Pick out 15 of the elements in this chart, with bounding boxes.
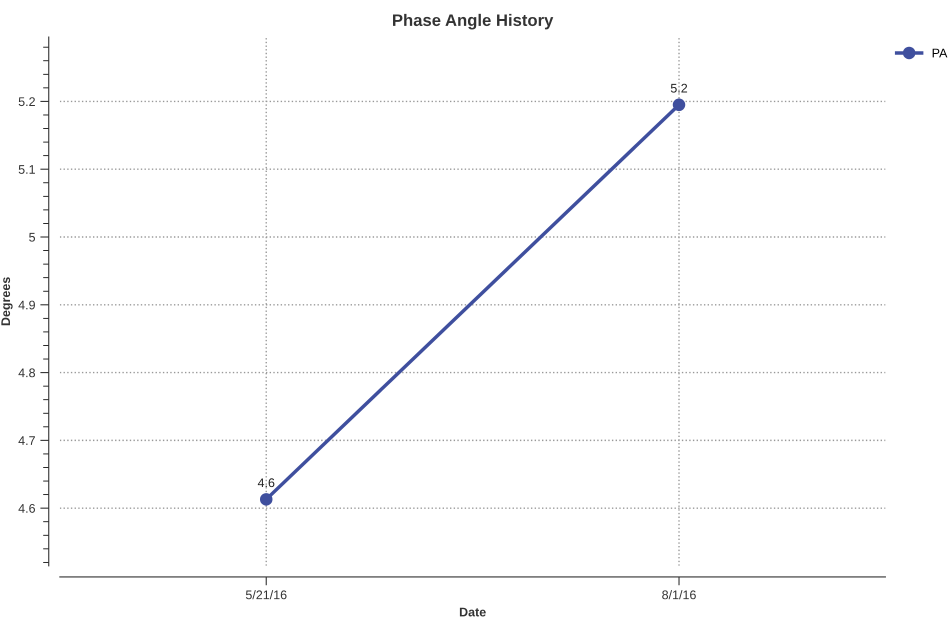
legend-label: PA — [932, 48, 948, 58]
y-tick-label: 5.2 — [18, 97, 35, 106]
x-tick-label: 5/21/16 — [246, 590, 287, 600]
y-tick-label: 4.9 — [18, 300, 35, 310]
y-tick-label: 5 — [29, 232, 36, 242]
chart-title: Phase Angle History — [393, 14, 554, 30]
x-tick-label: 8/1/16 — [662, 590, 696, 600]
y-tick-label: 4.6 — [18, 504, 35, 513]
y-axis-title: Degrees — [1, 277, 13, 326]
data-label: 4.6 — [258, 478, 274, 488]
y-tick-label: 5.1 — [18, 165, 35, 174]
y-tick-label: 4.7 — [18, 436, 35, 445]
data-label: 5.2 — [670, 84, 688, 93]
y-tick-label: 4.8 — [18, 368, 35, 378]
x-axis-title: Date — [460, 608, 486, 616]
